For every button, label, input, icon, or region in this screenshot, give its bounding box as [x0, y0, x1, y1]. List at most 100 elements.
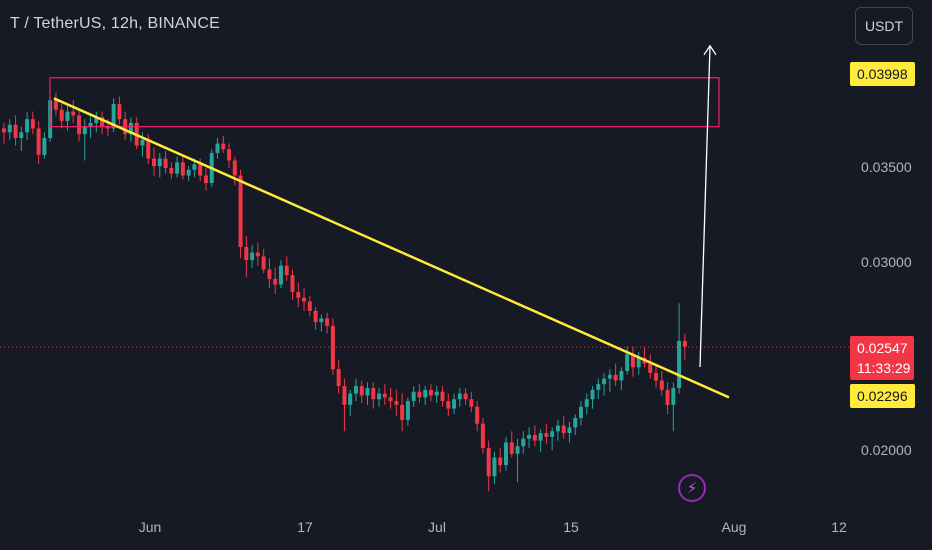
candle-body — [682, 340, 687, 347]
candle-body — [36, 128, 41, 155]
candle-body — [579, 406, 583, 419]
x-tick-label: Aug — [721, 519, 747, 535]
candle-body — [71, 111, 76, 116]
candle-body — [42, 137, 47, 155]
candle-body — [394, 401, 399, 405]
candle-body — [53, 100, 58, 110]
candle-body — [169, 168, 174, 174]
candle-body — [405, 401, 410, 420]
candle-body — [2, 128, 6, 133]
candle-body — [82, 126, 87, 135]
candle-body — [619, 371, 624, 381]
candle-body — [659, 380, 664, 390]
candle-body — [313, 310, 318, 323]
candle-body — [423, 389, 428, 398]
y-tick-label: 0.03000 — [861, 254, 912, 270]
candle-body — [353, 386, 358, 394]
candle-body — [203, 175, 208, 184]
candle-body — [100, 117, 105, 127]
candle-body — [25, 119, 30, 133]
candle-body — [7, 124, 12, 133]
y-tick-label: 0.02000 — [861, 442, 912, 458]
candle-body — [19, 132, 24, 138]
candle-body — [602, 378, 607, 385]
candle-body — [250, 252, 255, 261]
candle-body — [475, 406, 480, 424]
candle-body — [561, 425, 566, 434]
candle-body — [573, 418, 578, 428]
candle-body — [192, 164, 197, 170]
candle-body — [296, 292, 301, 298]
candle-body — [486, 448, 491, 477]
candle-body — [365, 387, 370, 396]
flash-icon[interactable]: ⚡ — [678, 474, 706, 502]
candle-body — [446, 401, 451, 409]
candle-body — [244, 246, 249, 261]
candle-body — [515, 446, 520, 454]
candle-body — [227, 149, 232, 161]
candle-body — [342, 386, 347, 405]
candle-body — [550, 431, 555, 437]
candle-body — [13, 124, 18, 138]
candle-body — [452, 399, 457, 409]
candle-body — [30, 119, 35, 129]
currency-button[interactable]: USDT — [855, 7, 913, 45]
candle-body — [498, 457, 503, 466]
candle-body — [613, 374, 618, 381]
y-tick-label: 0.03500 — [861, 159, 912, 175]
candle-body — [654, 372, 659, 381]
candle-body — [532, 434, 537, 441]
target-price-badge: 0.03998 — [850, 62, 915, 86]
candle-body — [521, 438, 526, 447]
candle-body — [480, 423, 485, 449]
candle-body — [596, 384, 601, 390]
current-price-badge: 0.02547 11:33:29 — [850, 336, 914, 380]
candle-body — [428, 389, 433, 396]
candle-body — [665, 389, 670, 405]
candle-body — [434, 391, 439, 396]
candle-body — [180, 162, 185, 176]
candle-body — [671, 387, 676, 405]
candle-body — [538, 433, 543, 441]
candle-body — [267, 269, 272, 279]
candle-body — [382, 393, 387, 398]
candle-body — [146, 139, 151, 159]
chart-title: T / TetherUS, 12h, BINANCE — [10, 15, 221, 32]
candle-body — [261, 256, 266, 270]
candle-body — [175, 162, 180, 174]
candle-body — [221, 143, 226, 150]
candle-body — [584, 399, 589, 407]
candle-body — [273, 278, 278, 285]
current-price-value: 0.02547 — [857, 340, 908, 356]
candle-body — [457, 393, 462, 400]
candle-body — [677, 340, 682, 388]
x-tick-label: 17 — [297, 519, 313, 535]
target-zone-box[interactable] — [49, 77, 720, 128]
candles-layer — [2, 92, 687, 492]
candle-body — [94, 117, 99, 123]
candle-body — [140, 139, 145, 146]
candle-body — [65, 111, 70, 121]
candle-body — [625, 354, 630, 372]
candle-body — [469, 399, 474, 407]
candle-body — [336, 369, 341, 387]
candle-body — [319, 318, 324, 323]
candle-body — [463, 393, 468, 400]
candle-body — [400, 404, 405, 420]
candle-body — [359, 386, 364, 396]
candle-body — [503, 442, 508, 466]
downtrend-line[interactable] — [53, 97, 730, 399]
candle-body — [648, 363, 653, 373]
projection-arrow[interactable] — [699, 45, 711, 368]
candle-body — [509, 442, 514, 454]
x-tick-label: Jun — [138, 519, 162, 535]
candle-body — [590, 389, 595, 400]
candle-body — [278, 265, 283, 285]
candle-body — [157, 158, 162, 167]
candle-body — [388, 397, 393, 402]
candle-body — [111, 104, 116, 129]
candle-body — [186, 169, 191, 176]
candle-body — [555, 425, 560, 432]
candle-body — [544, 433, 549, 437]
